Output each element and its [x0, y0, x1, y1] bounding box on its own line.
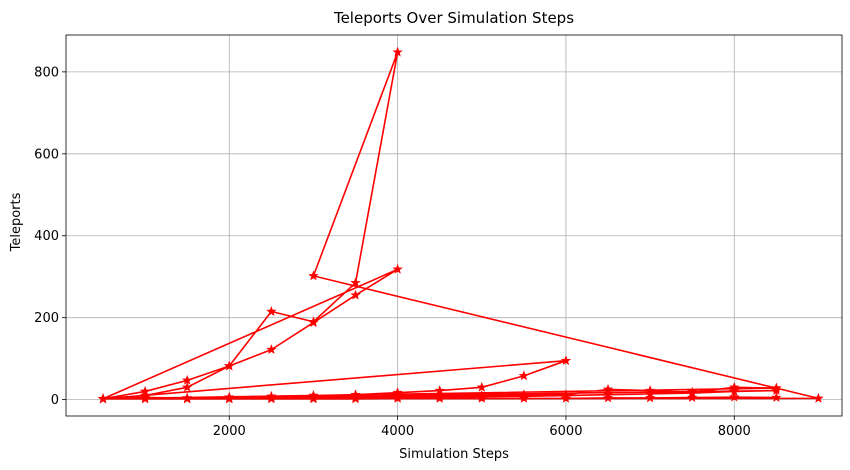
- data-point: [97, 393, 109, 404]
- data-point: [182, 381, 193, 392]
- data-point: [182, 374, 193, 385]
- data-point: [308, 317, 319, 328]
- data-point: [518, 370, 530, 381]
- y-axis-label: Teleports: [9, 192, 24, 252]
- data-point: [392, 46, 403, 57]
- data-point: [308, 270, 319, 281]
- x-tick-label: 4000: [381, 424, 414, 439]
- data-point: [729, 391, 740, 402]
- x-tick-label: 8000: [718, 424, 751, 439]
- data-point: [434, 392, 445, 403]
- data-point: [518, 392, 530, 403]
- y-tick-label: 600: [34, 147, 59, 162]
- y-tick-label: 400: [34, 229, 59, 244]
- x-tick-label: 2000: [213, 424, 246, 439]
- data-point: [560, 392, 572, 403]
- data-point: [771, 392, 782, 402]
- data-point: [350, 289, 361, 300]
- data-point: [560, 355, 572, 366]
- x-tick-label: 6000: [549, 424, 582, 439]
- chart-title: Teleports Over Simulation Steps: [333, 9, 574, 27]
- grid-lines: [66, 35, 842, 416]
- data-point: [139, 393, 151, 404]
- data-point: [644, 392, 656, 403]
- y-tick-label: 0: [51, 393, 59, 408]
- data-point: [182, 393, 193, 404]
- data-point: [266, 306, 277, 316]
- data-point: [266, 393, 277, 404]
- data-point: [392, 263, 403, 274]
- data-point: [602, 392, 614, 403]
- y-tick-label: 800: [34, 65, 59, 80]
- data-point: [224, 360, 235, 371]
- data-point: [224, 393, 235, 404]
- data-point: [476, 392, 487, 403]
- data-point: [350, 277, 361, 288]
- data-point: [266, 344, 277, 355]
- data-point: [392, 392, 403, 403]
- data-point: [686, 392, 698, 402]
- y-axis-ticks: 0 200 400 600 800: [34, 65, 66, 408]
- x-axis-ticks: 2000 4000 6000 8000: [213, 416, 751, 439]
- data-point: [308, 393, 319, 404]
- data-point: [350, 393, 361, 404]
- data-point: [476, 381, 487, 392]
- y-tick-label: 200: [34, 311, 59, 326]
- series-line: [102, 51, 820, 400]
- plot-frame: [65, 34, 843, 417]
- data-series: [97, 46, 824, 404]
- x-axis-label: Simulation Steps: [399, 447, 509, 462]
- data-point: [813, 392, 824, 403]
